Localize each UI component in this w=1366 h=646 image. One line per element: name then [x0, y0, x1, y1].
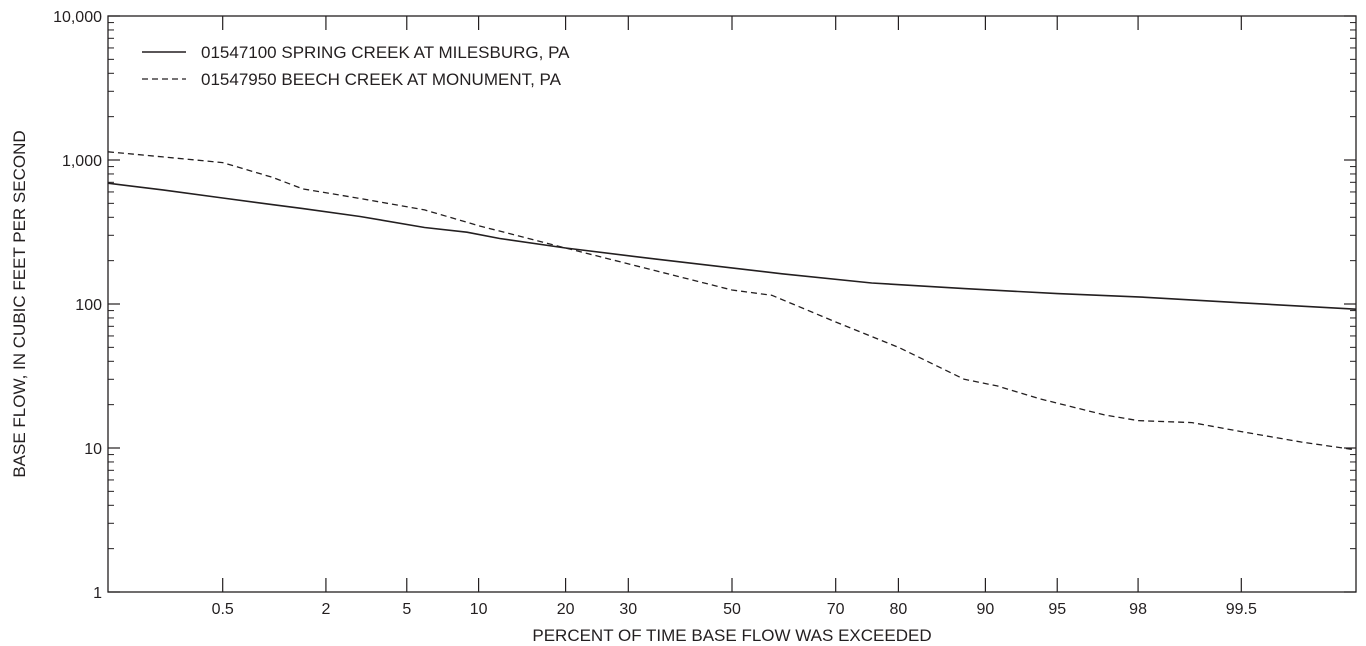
plot-frame — [107, 15, 1357, 593]
legend-label-spring-creek: 01547100 SPRING CREEK AT MILESBURG, PA — [201, 43, 570, 62]
x-tick-label: 90 — [976, 601, 994, 618]
y-tick-label: 1,000 — [62, 153, 102, 170]
series-layer — [107, 151, 1357, 451]
series-line-spring-creek — [107, 182, 1357, 310]
x-tick-label: 70 — [827, 601, 845, 618]
x-tick-label: 20 — [557, 601, 575, 618]
x-tick-label: 99.5 — [1226, 601, 1257, 618]
x-tick-label: 95 — [1048, 601, 1066, 618]
y-axis-title: BASE FLOW, IN CUBIC FEET PER SECOND — [10, 130, 29, 477]
x-tick-label: 0.5 — [212, 601, 234, 618]
legend-label-beech-creek: 01547950 BEECH CREEK AT MONUMENT, PA — [201, 70, 562, 89]
y-tick-label: 10,000 — [53, 9, 102, 26]
x-tick-label: 10 — [470, 601, 488, 618]
x-tick-label: 50 — [723, 601, 741, 618]
y-tick-label: 1 — [93, 585, 102, 602]
x-tick-label: 80 — [890, 601, 908, 618]
y-tick-label: 10 — [84, 441, 102, 458]
y-axis: 1 10 100 1,000 10,000 — [53, 9, 1356, 602]
series-line-beech-creek — [107, 151, 1357, 451]
x-tick-label: 98 — [1129, 601, 1147, 618]
x-axis-title: PERCENT OF TIME BASE FLOW WAS EXCEEDED — [532, 626, 931, 645]
x-axis: 0.5 2 5 10 20 30 50 70 80 90 95 98 99.5 — [212, 16, 1257, 618]
x-tick-label: 2 — [321, 601, 330, 618]
legend: 01547100 SPRING CREEK AT MILESBURG, PA 0… — [142, 43, 570, 89]
y-tick-label: 100 — [75, 297, 102, 314]
x-tick-label: 5 — [402, 601, 411, 618]
x-tick-label: 30 — [619, 601, 637, 618]
